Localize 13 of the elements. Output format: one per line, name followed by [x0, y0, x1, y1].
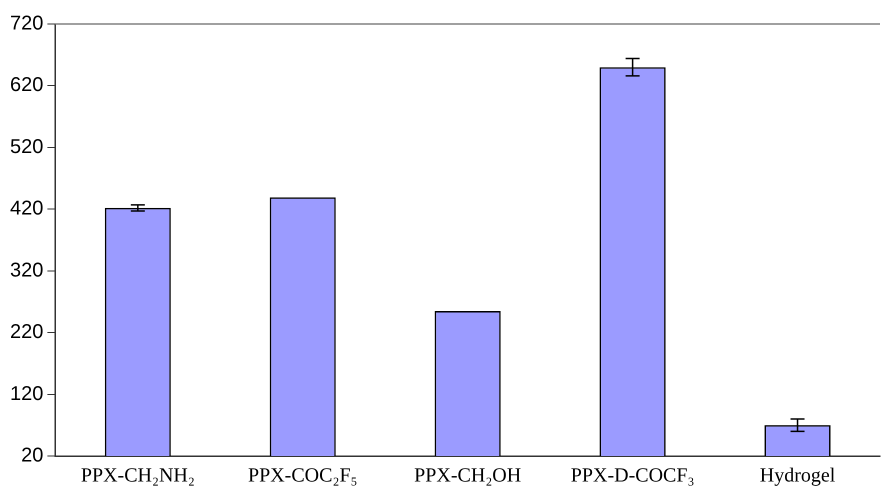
y-tick-label: 320: [10, 259, 44, 282]
y-tick-label: 120: [10, 382, 44, 405]
x-tick-label: Hydrogel: [760, 464, 836, 486]
x-tick-label: PPX-CH₂NH₂: [80, 464, 195, 486]
y-tick-label: 620: [10, 74, 44, 96]
y-tick-label: 20: [21, 444, 44, 467]
y-tick-label: 720: [10, 12, 44, 35]
y-tick-label: 220: [10, 321, 44, 344]
x-tick-label: PPX-CH₂OH: [414, 464, 522, 486]
y-tick-label: 520: [10, 136, 44, 158]
x-tick-label: PPX-COC₂F₅: [248, 464, 358, 486]
x-tick-label: PPX-D-COCF₃: [570, 464, 694, 486]
y-tick-label: 420: [10, 198, 44, 220]
